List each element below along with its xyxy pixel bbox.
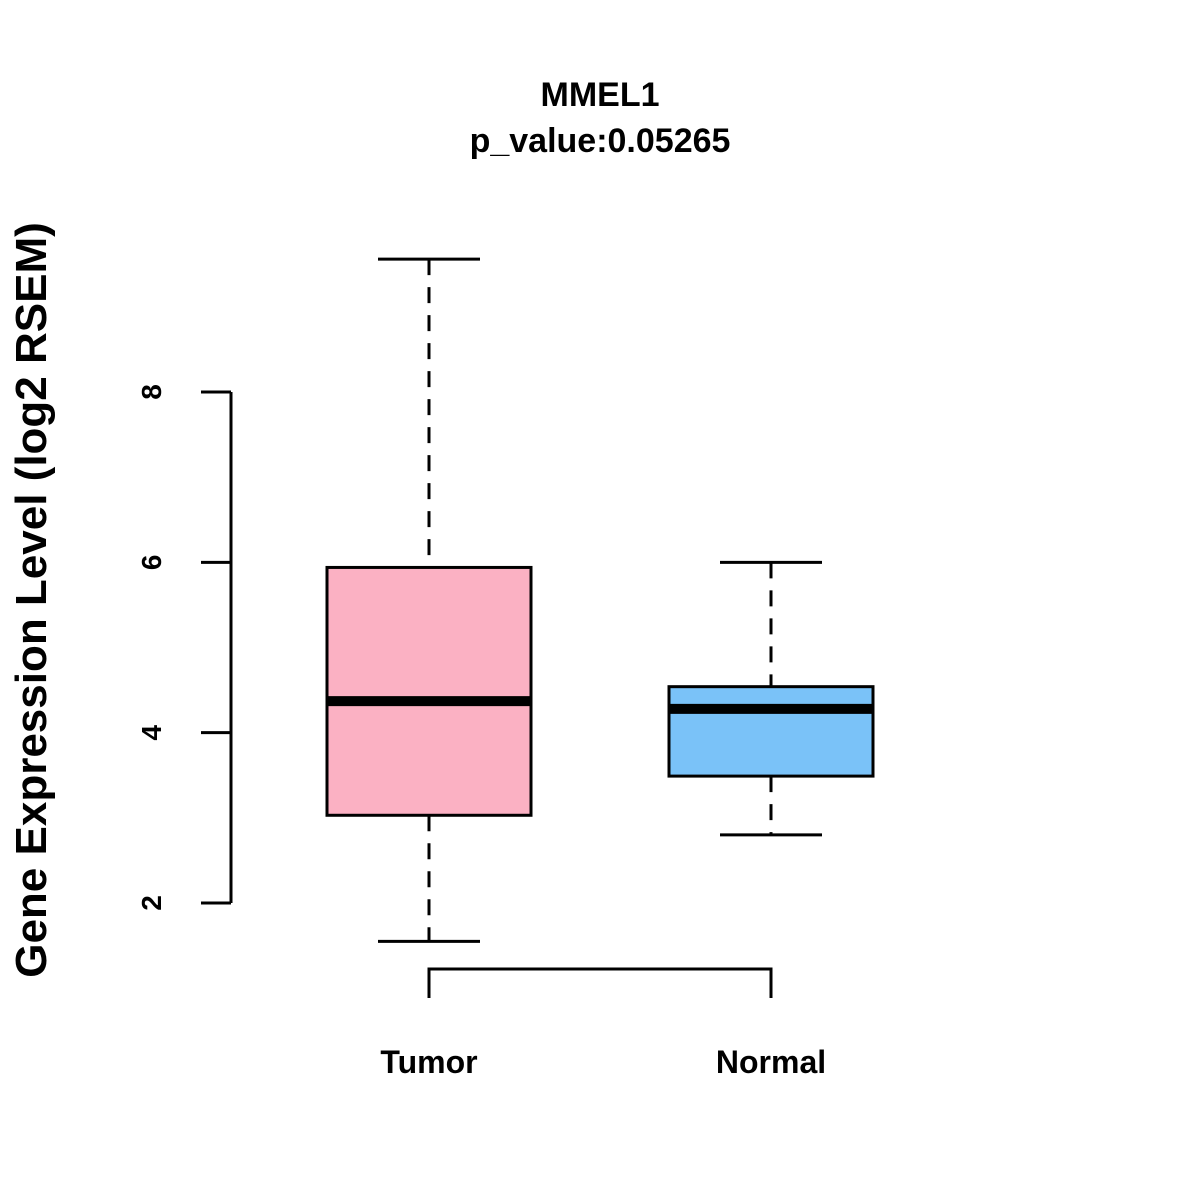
chart-title: MMEL1: [541, 76, 660, 114]
chart-subtitle: p_value:0.05265: [470, 122, 731, 160]
iqr-box: [667, 685, 875, 778]
y-axis-label: Gene Expression Level (log2 RSEM): [7, 222, 56, 978]
y-tick-label: 4: [136, 724, 167, 740]
significance-bracket: [427, 967, 773, 998]
x-tick-label: Tumor: [380, 1044, 477, 1080]
box-normal: [667, 560, 875, 837]
x-tick-label: Normal: [716, 1044, 826, 1080]
iqr-box: [325, 565, 533, 817]
bracket-line: [427, 967, 773, 998]
box-tumor: [325, 257, 533, 943]
y-tick-label: 2: [136, 895, 167, 911]
boxes-group: [325, 257, 875, 943]
x-axis-labels: Tumor Normal: [380, 1044, 826, 1080]
y-tick-label: 6: [136, 555, 167, 571]
y-tick-label: 8: [136, 384, 167, 400]
y-axis: 2 4 6 8: [136, 384, 233, 911]
